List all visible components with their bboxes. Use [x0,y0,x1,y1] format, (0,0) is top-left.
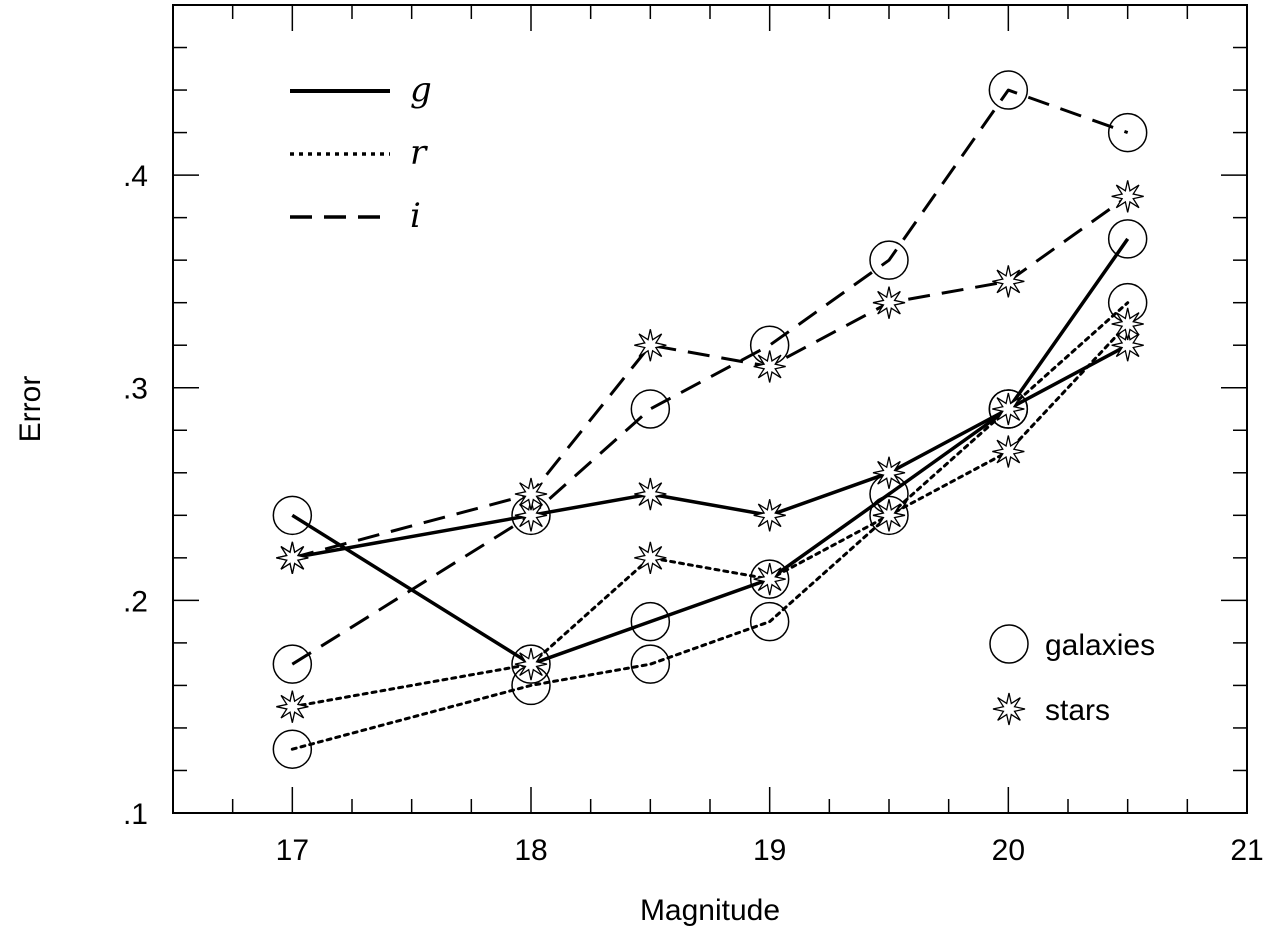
star-marker [992,265,1025,298]
y-axis-label: Error [14,376,47,443]
star-marker [1111,329,1144,362]
galaxy-marker [630,644,671,684]
star-marker [753,350,786,383]
legend-label-i: i [410,196,421,236]
galaxy-marker [1107,219,1148,259]
x-tick-label: 19 [753,834,786,867]
galaxy-marker [511,644,551,684]
star-marker [753,499,786,532]
star-marker [872,456,906,489]
star-marker [276,541,309,574]
y-tick-label: .3 [123,373,148,406]
legend-label-g: g [410,70,432,110]
legend-marker-label-galaxies: galaxies [1045,629,1155,662]
star-marker [514,477,548,511]
galaxy-marker [272,644,313,684]
y-tick-label: .1 [123,798,148,831]
galaxy-marker [630,601,671,642]
series-markers [272,70,1148,769]
galaxy-marker [272,729,313,769]
axis-ticks [172,4,1248,814]
series-line-r-galaxies [290,301,1130,751]
x-tick-label: 21 [1230,834,1263,867]
x-tick-label: 20 [992,834,1025,867]
star-marker [872,286,906,319]
star-marker [753,562,786,596]
star-marker [1111,307,1144,341]
galaxy-marker [869,495,909,536]
legend-marker-label-stars: stars [1045,694,1110,727]
y-tick-label: .4 [123,160,148,193]
star-marker [992,692,1026,726]
star-marker [634,329,667,362]
galaxy-marker [1107,112,1148,153]
legend-label-r: r [410,133,428,173]
star-marker [276,690,309,723]
legend-markers: galaxies stars [989,624,1155,727]
galaxy-marker [749,559,790,599]
star-marker [634,541,667,574]
series-line-i-galaxies [291,88,1129,666]
galaxy-marker [630,389,671,429]
x-tick-label: 18 [514,834,547,867]
galaxy-marker [989,624,1029,664]
star-marker [514,648,548,681]
star-marker [872,499,906,532]
axis-tick-labels: 17 18 19 20 21 .1 .2 .3 .4 [123,160,1264,867]
star-marker [1111,180,1144,213]
galaxy-marker [988,389,1029,429]
series-lines [290,88,1130,751]
series-line-r-stars [290,322,1130,709]
galaxy-marker [749,601,790,642]
star-marker [634,477,667,511]
legend-bands: gri [290,70,432,236]
galaxy-marker [272,495,313,536]
y-tick-label: .2 [123,585,148,618]
plot-frame [172,4,1248,814]
galaxy-marker [869,240,909,280]
star-marker [992,435,1025,468]
x-axis-label: Magnitude [640,894,780,927]
star-marker [992,392,1025,426]
x-tick-label: 17 [276,834,309,867]
star-marker [514,499,548,532]
galaxy-marker [988,70,1029,110]
